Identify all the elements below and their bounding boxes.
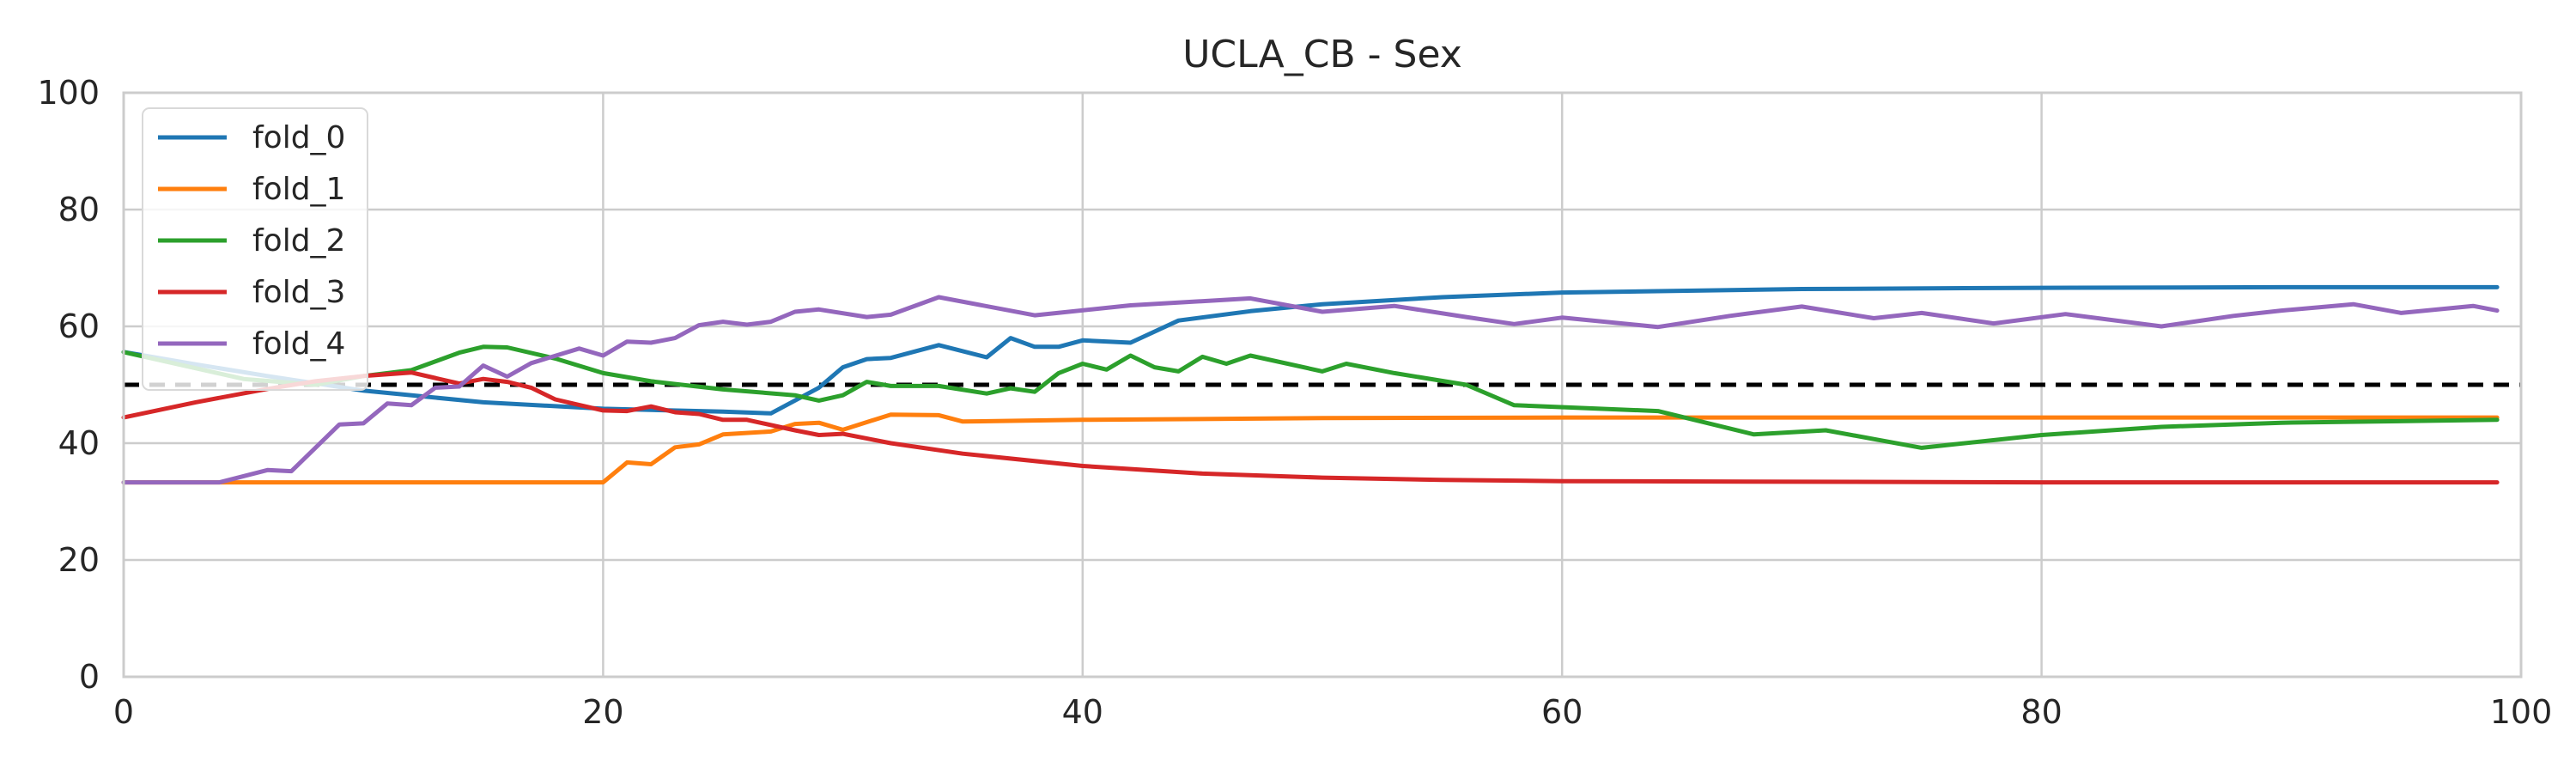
x-tick-label: 80 (2020, 693, 2062, 731)
x-tick-label: 100 (2490, 693, 2553, 731)
y-tick-label: 40 (58, 424, 100, 462)
series-line-fold_3 (121, 370, 2500, 485)
x-tick-label: 20 (582, 693, 623, 731)
y-tick-label: 100 (37, 74, 100, 112)
series-lines (121, 284, 2500, 485)
legend-label-fold_4: fold_4 (252, 326, 345, 362)
legend-label-fold_1: fold_1 (252, 172, 345, 207)
y-tick-label: 20 (58, 541, 100, 579)
y-tick-label: 80 (58, 191, 100, 228)
y-tick-label: 60 (58, 307, 100, 345)
plot-frame (122, 91, 2523, 679)
x-tick-label: 60 (1541, 693, 1583, 731)
x-axis-ticks: 0 20 40 60 80 100 (113, 693, 2552, 731)
y-axis-ticks: 0 20 40 60 80 100 (37, 74, 100, 696)
y-tick-label: 0 (79, 658, 100, 696)
chart-title: UCLA_CB - Sex (1182, 33, 1462, 76)
legend: fold_0 fold_1 fold_2 fold_3 fold_4 (142, 107, 368, 391)
legend-label-fold_3: fold_3 (252, 275, 345, 310)
series-line-fold_1 (121, 412, 2500, 485)
legend-label-fold_0: fold_0 (252, 120, 345, 155)
x-tick-label: 0 (113, 693, 134, 731)
series-line-fold_2 (121, 344, 2500, 450)
legend-box (142, 107, 368, 391)
series-line-fold_0 (121, 284, 2500, 416)
legend-label-fold_2: fold_2 (252, 223, 345, 259)
series-line-fold_4 (121, 295, 2500, 485)
x-tick-label: 40 (1062, 693, 1103, 731)
